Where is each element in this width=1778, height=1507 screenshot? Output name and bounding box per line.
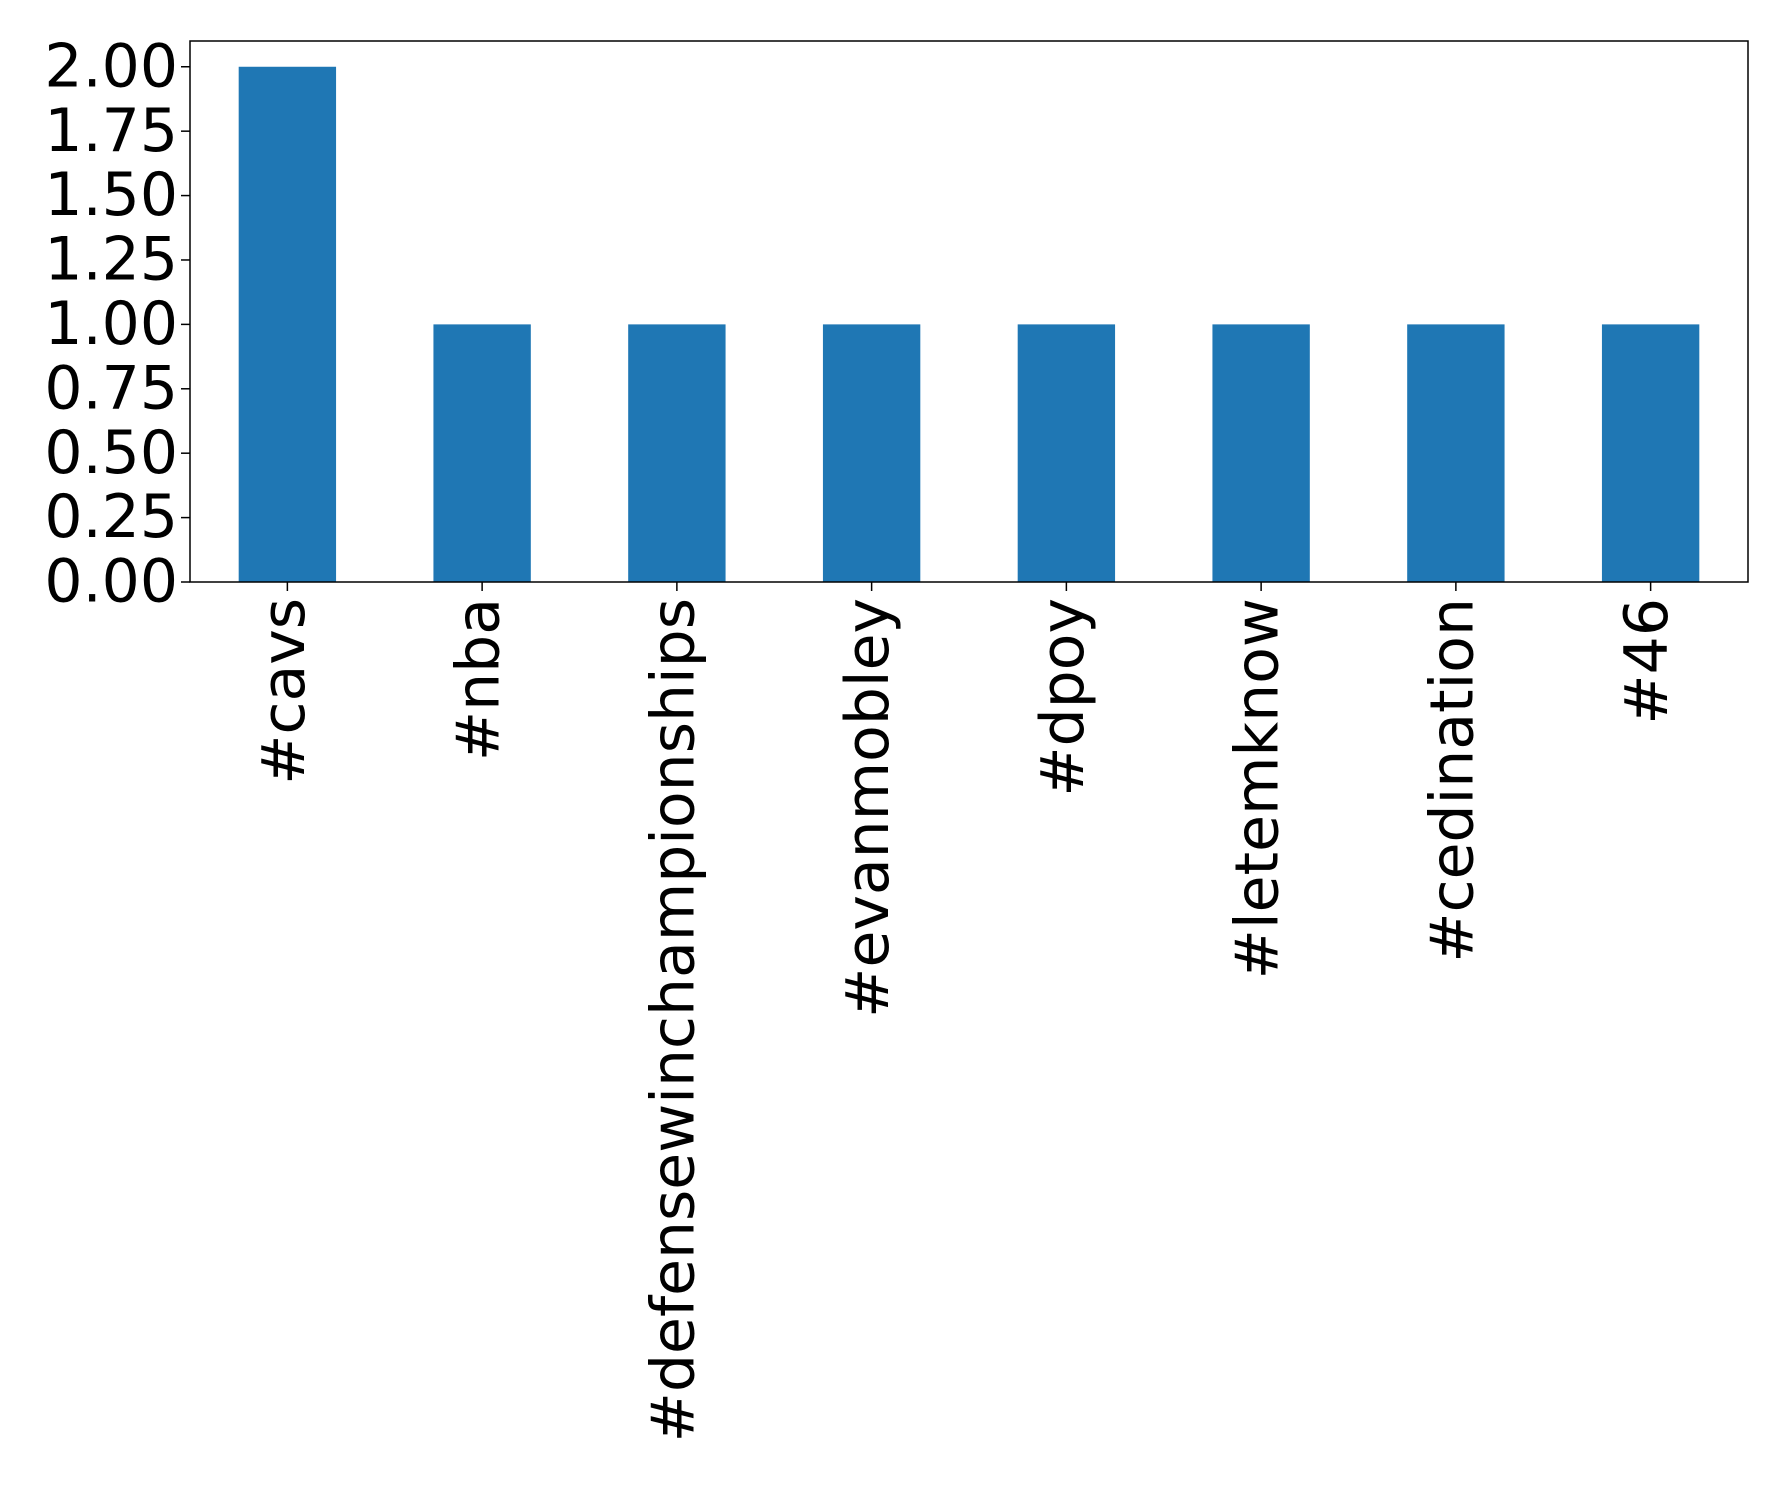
- y-tick-label: 1.50: [44, 160, 178, 230]
- axes-frame: [189, 40, 1749, 583]
- bar: [1017, 324, 1116, 582]
- x-tick-label: #46: [1612, 598, 1682, 725]
- x-tick-label: #letemknow: [1223, 598, 1293, 979]
- x-tick-label: #dpoy: [1028, 598, 1098, 797]
- bar: [1212, 324, 1310, 582]
- bar: [238, 66, 337, 582]
- x-tick-label: #nba: [444, 598, 514, 761]
- bar: [433, 324, 531, 582]
- y-tick-label: 0.75: [44, 353, 178, 423]
- bar: [1601, 324, 1700, 582]
- y-tick-label: 0.25: [44, 482, 178, 552]
- y-tick-label: 0.50: [44, 418, 178, 488]
- bar: [822, 324, 921, 582]
- x-tick-label: #cedination: [1417, 598, 1487, 963]
- x-tick-label: #defensewinchampionships: [638, 598, 708, 1442]
- y-tick-label: 1.25: [44, 225, 178, 295]
- y-tick-label: 1.75: [44, 96, 178, 166]
- bar: [1407, 324, 1505, 582]
- x-tick-label: #evanmobley: [833, 598, 903, 1018]
- y-tick-label: 2.00: [44, 31, 178, 101]
- y-tick-label: 0.00: [44, 547, 178, 617]
- y-tick-label: 1.00: [44, 289, 178, 359]
- bar: [628, 324, 726, 582]
- x-tick-label: #cavs: [249, 598, 319, 785]
